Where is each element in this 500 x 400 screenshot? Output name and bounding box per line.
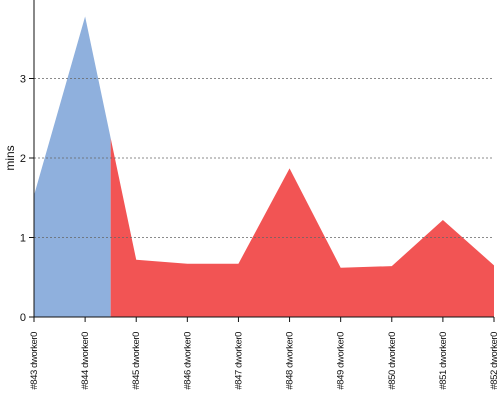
area-segment-failed <box>110 138 495 317</box>
y-tick-label: 2 <box>20 153 26 165</box>
y-tick-label: 3 <box>20 74 26 86</box>
x-tick-label: #849 dworker0 <box>336 332 347 390</box>
x-tick-label: #851 dworker0 <box>438 332 449 390</box>
gridlines <box>34 78 494 238</box>
y-axis-title: mins <box>3 145 17 170</box>
x-tick-label: #844 dworker0 <box>80 332 91 390</box>
x-tick-label: #847 dworker0 <box>233 332 244 390</box>
x-tick-labels: #843 dworker0 #844 dworker0 #845 dworker0 #… <box>29 317 500 390</box>
area-segment-passed <box>34 16 111 318</box>
x-tick-label: #846 dworker0 <box>182 332 193 390</box>
y-tick-label: 0 <box>20 312 26 324</box>
x-tick-label: #843 dworker0 <box>29 332 40 390</box>
x-tick-label: #850 dworker0 <box>387 332 398 390</box>
x-tick-label: #852 dworker0 <box>489 332 500 390</box>
x-tick-label: #845 dworker0 <box>131 332 142 390</box>
x-tick-label: #848 dworker0 <box>285 332 296 390</box>
area-series <box>34 16 495 318</box>
y-tick-labels: 0 1 2 3 <box>20 74 34 324</box>
y-tick-label: 1 <box>20 233 26 245</box>
